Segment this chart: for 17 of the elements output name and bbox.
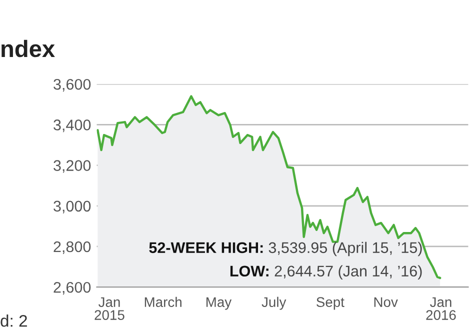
y-tick-label: 3,600 (54, 78, 91, 92)
x-tick-label: July (262, 296, 286, 310)
annotation: LOW: 2,644.57 (Jan 14, ’16) (230, 265, 422, 280)
x-tick-label: May (206, 297, 232, 310)
annotation: 52-WEEK HIGH: 3,539.95 (April 15, ’15) (149, 242, 422, 256)
y-tick-label: 2,800 (54, 241, 91, 254)
text: d: 2 (0, 314, 27, 327)
y-tick-label: 3,400 (54, 120, 91, 132)
x-tick-label: Nov (374, 297, 398, 308)
y-tick-label: 3,200 (54, 160, 91, 173)
x-tick-label: March (144, 296, 182, 308)
x-tick-label: Jan 2016 (426, 297, 456, 320)
chart-title: ndex (2, 40, 55, 58)
x-tick-label: Jan 2015 (94, 297, 124, 320)
y-tick-label: 2,600 (54, 282, 91, 295)
x-tick-label: Sept (316, 297, 344, 310)
y-tick-label: 3,000 (54, 200, 91, 214)
